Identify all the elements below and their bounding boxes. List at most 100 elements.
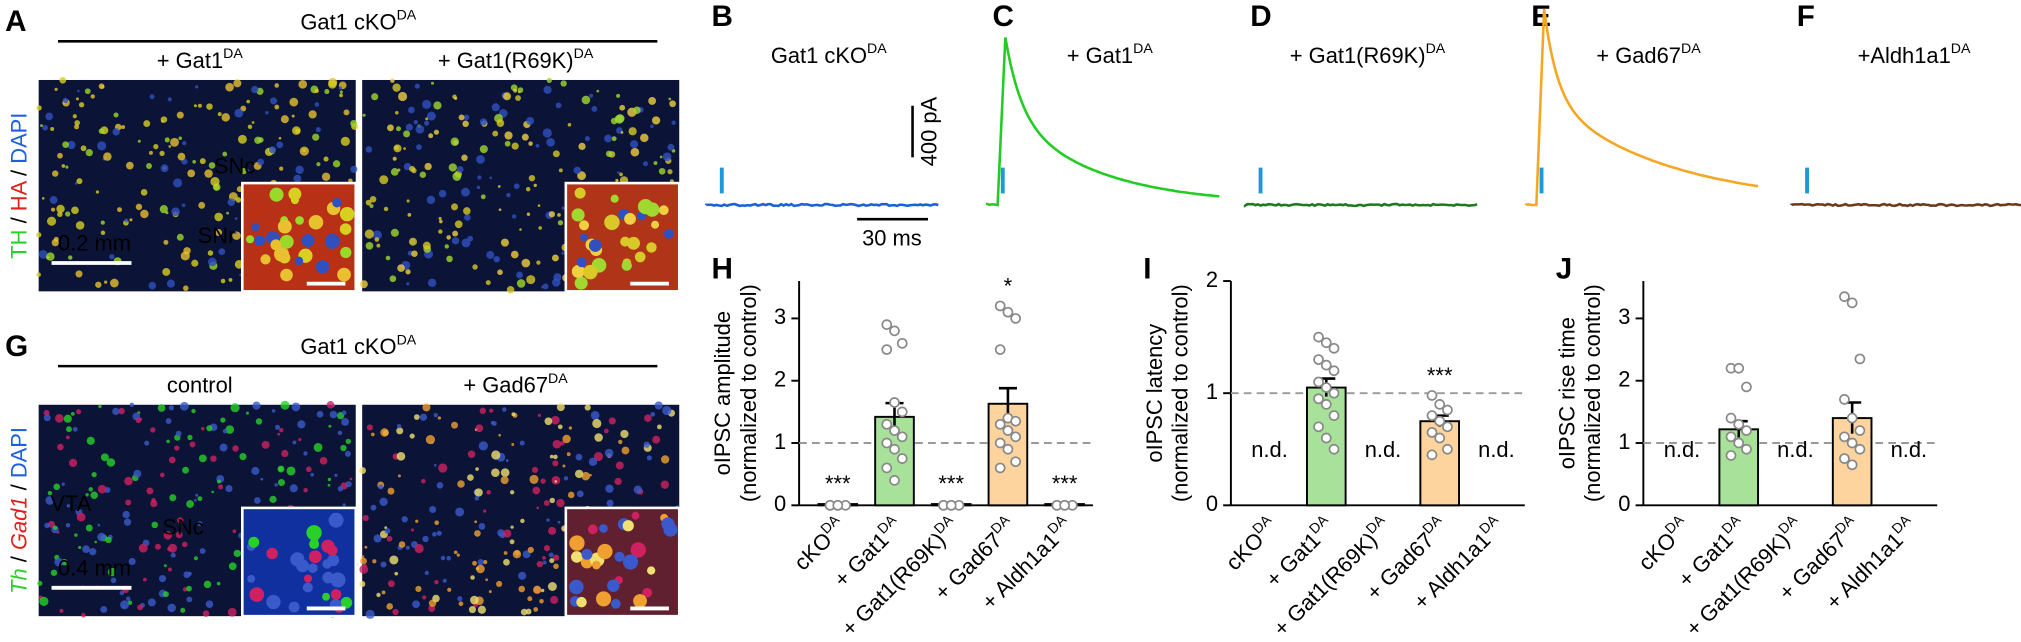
cell: [432, 531, 437, 537]
cell: [438, 216, 442, 221]
cell: [497, 269, 503, 276]
cell: [47, 490, 53, 496]
cell: [216, 581, 221, 586]
cell: [430, 81, 434, 85]
cell: [71, 206, 79, 215]
cell: [428, 133, 434, 139]
cell: [510, 490, 515, 495]
cell: [65, 426, 72, 433]
cell: [167, 603, 176, 613]
cell: [89, 548, 97, 556]
panel-letter: I: [1143, 253, 1151, 286]
cell: [210, 455, 217, 462]
cell: [56, 531, 60, 534]
data-point: [1002, 443, 1014, 455]
cell: [439, 219, 443, 224]
image-label-sup: DA: [574, 46, 594, 62]
cell: [369, 195, 377, 203]
cell: [448, 163, 457, 172]
cell: [408, 106, 415, 114]
cell: [363, 563, 367, 568]
cell: [555, 102, 562, 109]
cell: [479, 145, 488, 154]
cell: [519, 440, 525, 446]
cell: [153, 144, 159, 150]
cell: [536, 560, 544, 568]
cell: [340, 136, 350, 147]
cell: [197, 496, 203, 502]
image-label-main: control: [167, 373, 233, 398]
inset-cell: [658, 205, 669, 216]
cell: [461, 187, 470, 197]
cell: [74, 182, 78, 185]
image-label-sup: DA: [548, 371, 568, 387]
cell: [143, 577, 147, 582]
cell: [371, 93, 379, 101]
cell: [606, 499, 614, 507]
data-point: [881, 437, 893, 449]
inset-cell: [330, 572, 346, 588]
cell: [202, 610, 210, 617]
cell: [658, 167, 666, 175]
inset-cell: [646, 242, 657, 253]
cell: [278, 136, 282, 140]
cell: [51, 207, 56, 212]
cell: [298, 437, 302, 442]
y-tick-label: 1: [1618, 429, 1630, 454]
cell: [220, 278, 226, 284]
data-point: [1313, 393, 1324, 405]
cell: [234, 217, 238, 220]
trace-label: Gat1 cKODA: [771, 41, 887, 68]
cell: [85, 493, 89, 497]
cell: [476, 564, 485, 574]
cell: [45, 496, 55, 505]
cell: [100, 230, 106, 236]
cell: [122, 510, 130, 519]
cell: [422, 403, 431, 412]
cell: [376, 243, 381, 248]
cell: [151, 521, 159, 529]
inset-cell: [620, 236, 631, 247]
cell: [194, 499, 197, 502]
cell: [489, 176, 493, 180]
cell: [175, 531, 183, 539]
trace-label-main: + Gad67: [1596, 43, 1681, 68]
data-point: [1839, 291, 1850, 302]
cell: [166, 279, 175, 288]
cell: [521, 258, 531, 268]
cell: [422, 241, 431, 250]
cell: [257, 158, 265, 166]
cell: [560, 441, 565, 446]
cell: [334, 473, 338, 477]
cell: [362, 514, 369, 522]
data-point: [1320, 337, 1332, 349]
cell: [180, 251, 190, 261]
cell: [204, 169, 213, 178]
trace-label-sup: DA: [1133, 41, 1153, 57]
cell: [415, 519, 419, 523]
cell: [251, 121, 255, 124]
cell: [50, 127, 55, 131]
cell: [372, 230, 382, 240]
panel-letter: H: [711, 253, 732, 286]
cell: [81, 613, 86, 618]
inset-cell: [277, 219, 292, 234]
cell: [438, 189, 447, 198]
cell: [65, 211, 71, 217]
cell: [187, 571, 192, 576]
cell: [341, 410, 347, 416]
cell: [277, 432, 281, 436]
cell: [387, 580, 395, 588]
inset-cell: [266, 547, 278, 560]
y-tick-label: 3: [1618, 304, 1630, 329]
cell: [576, 490, 584, 498]
cell: [117, 207, 122, 213]
data-point: [1741, 443, 1752, 455]
cell: [543, 545, 551, 552]
cell: [176, 233, 184, 241]
cell: [511, 443, 515, 446]
cell: [588, 457, 598, 467]
cell: [447, 587, 452, 592]
cell: [426, 111, 436, 121]
cell: [461, 154, 468, 161]
